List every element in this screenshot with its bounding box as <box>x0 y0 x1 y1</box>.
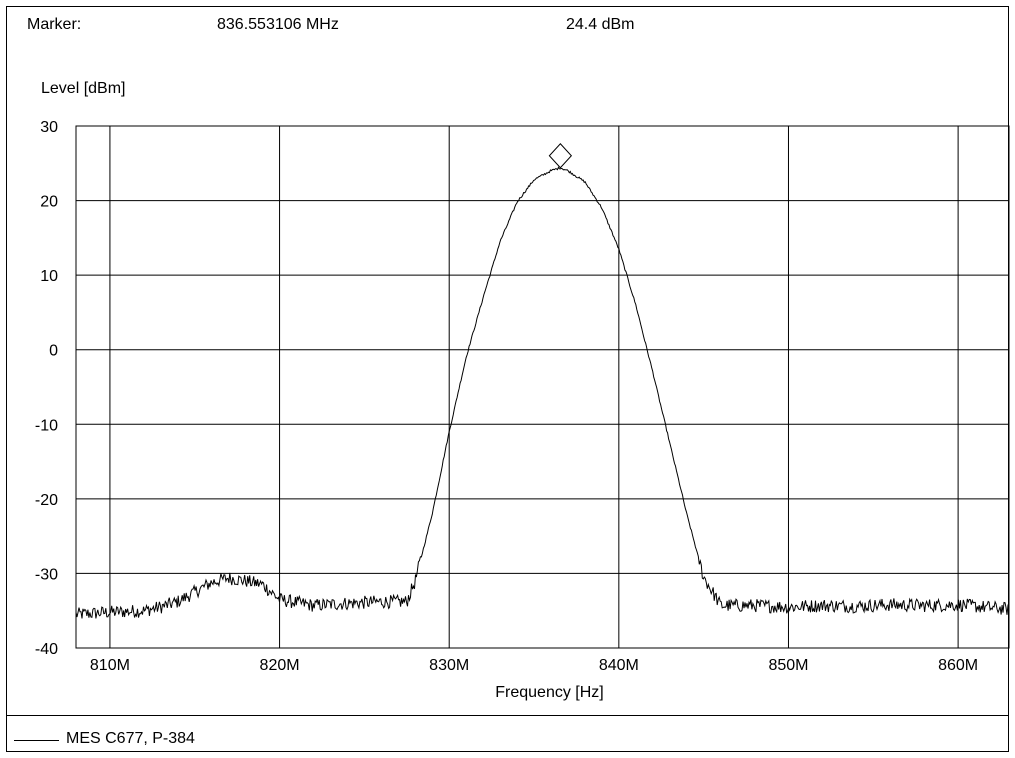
marker-diamond <box>548 143 573 169</box>
y-tick-label: 0 <box>49 343 58 360</box>
legend-line-swatch <box>14 740 59 741</box>
y-tick-label: -40 <box>35 641 58 658</box>
series-line <box>75 166 1010 619</box>
y-axis-label: Level [dBm] <box>41 80 126 97</box>
grid <box>76 126 1009 648</box>
series-layer <box>75 166 1010 619</box>
y-tick-label: -20 <box>35 492 58 509</box>
x-tick-label: 850M <box>768 657 808 674</box>
x-tick-label: 810M <box>90 657 130 674</box>
legend-entry: MES C677, P-384 <box>66 730 195 747</box>
marker-frequency: 836.553106 MHz <box>217 16 339 33</box>
marker-layer <box>548 143 573 169</box>
x-tick-label: 860M <box>938 657 978 674</box>
level-frequency-chart: 30 20 10 0 -10 -20 -30 -40 810M 820M 830M 840M 850M… <box>35 119 1010 701</box>
y-tick-label: 10 <box>40 268 58 285</box>
x-tick-label: 840M <box>599 657 639 674</box>
y-tick-labels: 30 20 10 0 -10 -20 -30 -40 <box>35 119 58 658</box>
x-tick-label: 820M <box>260 657 300 674</box>
marker-label: Marker: <box>27 16 82 33</box>
marker-level: 24.4 dBm <box>566 16 635 33</box>
y-tick-label: -30 <box>35 566 58 583</box>
y-tick-label: -10 <box>35 417 58 434</box>
x-tick-label: 830M <box>429 657 469 674</box>
x-tick-labels: 810M 820M 830M 840M 850M 860M <box>90 657 978 674</box>
y-tick-label: 30 <box>40 119 58 136</box>
x-axis-label: Frequency [Hz] <box>495 684 603 701</box>
legend-separator <box>7 715 1008 716</box>
y-tick-label: 20 <box>40 194 58 211</box>
plot-border <box>75 125 1010 649</box>
